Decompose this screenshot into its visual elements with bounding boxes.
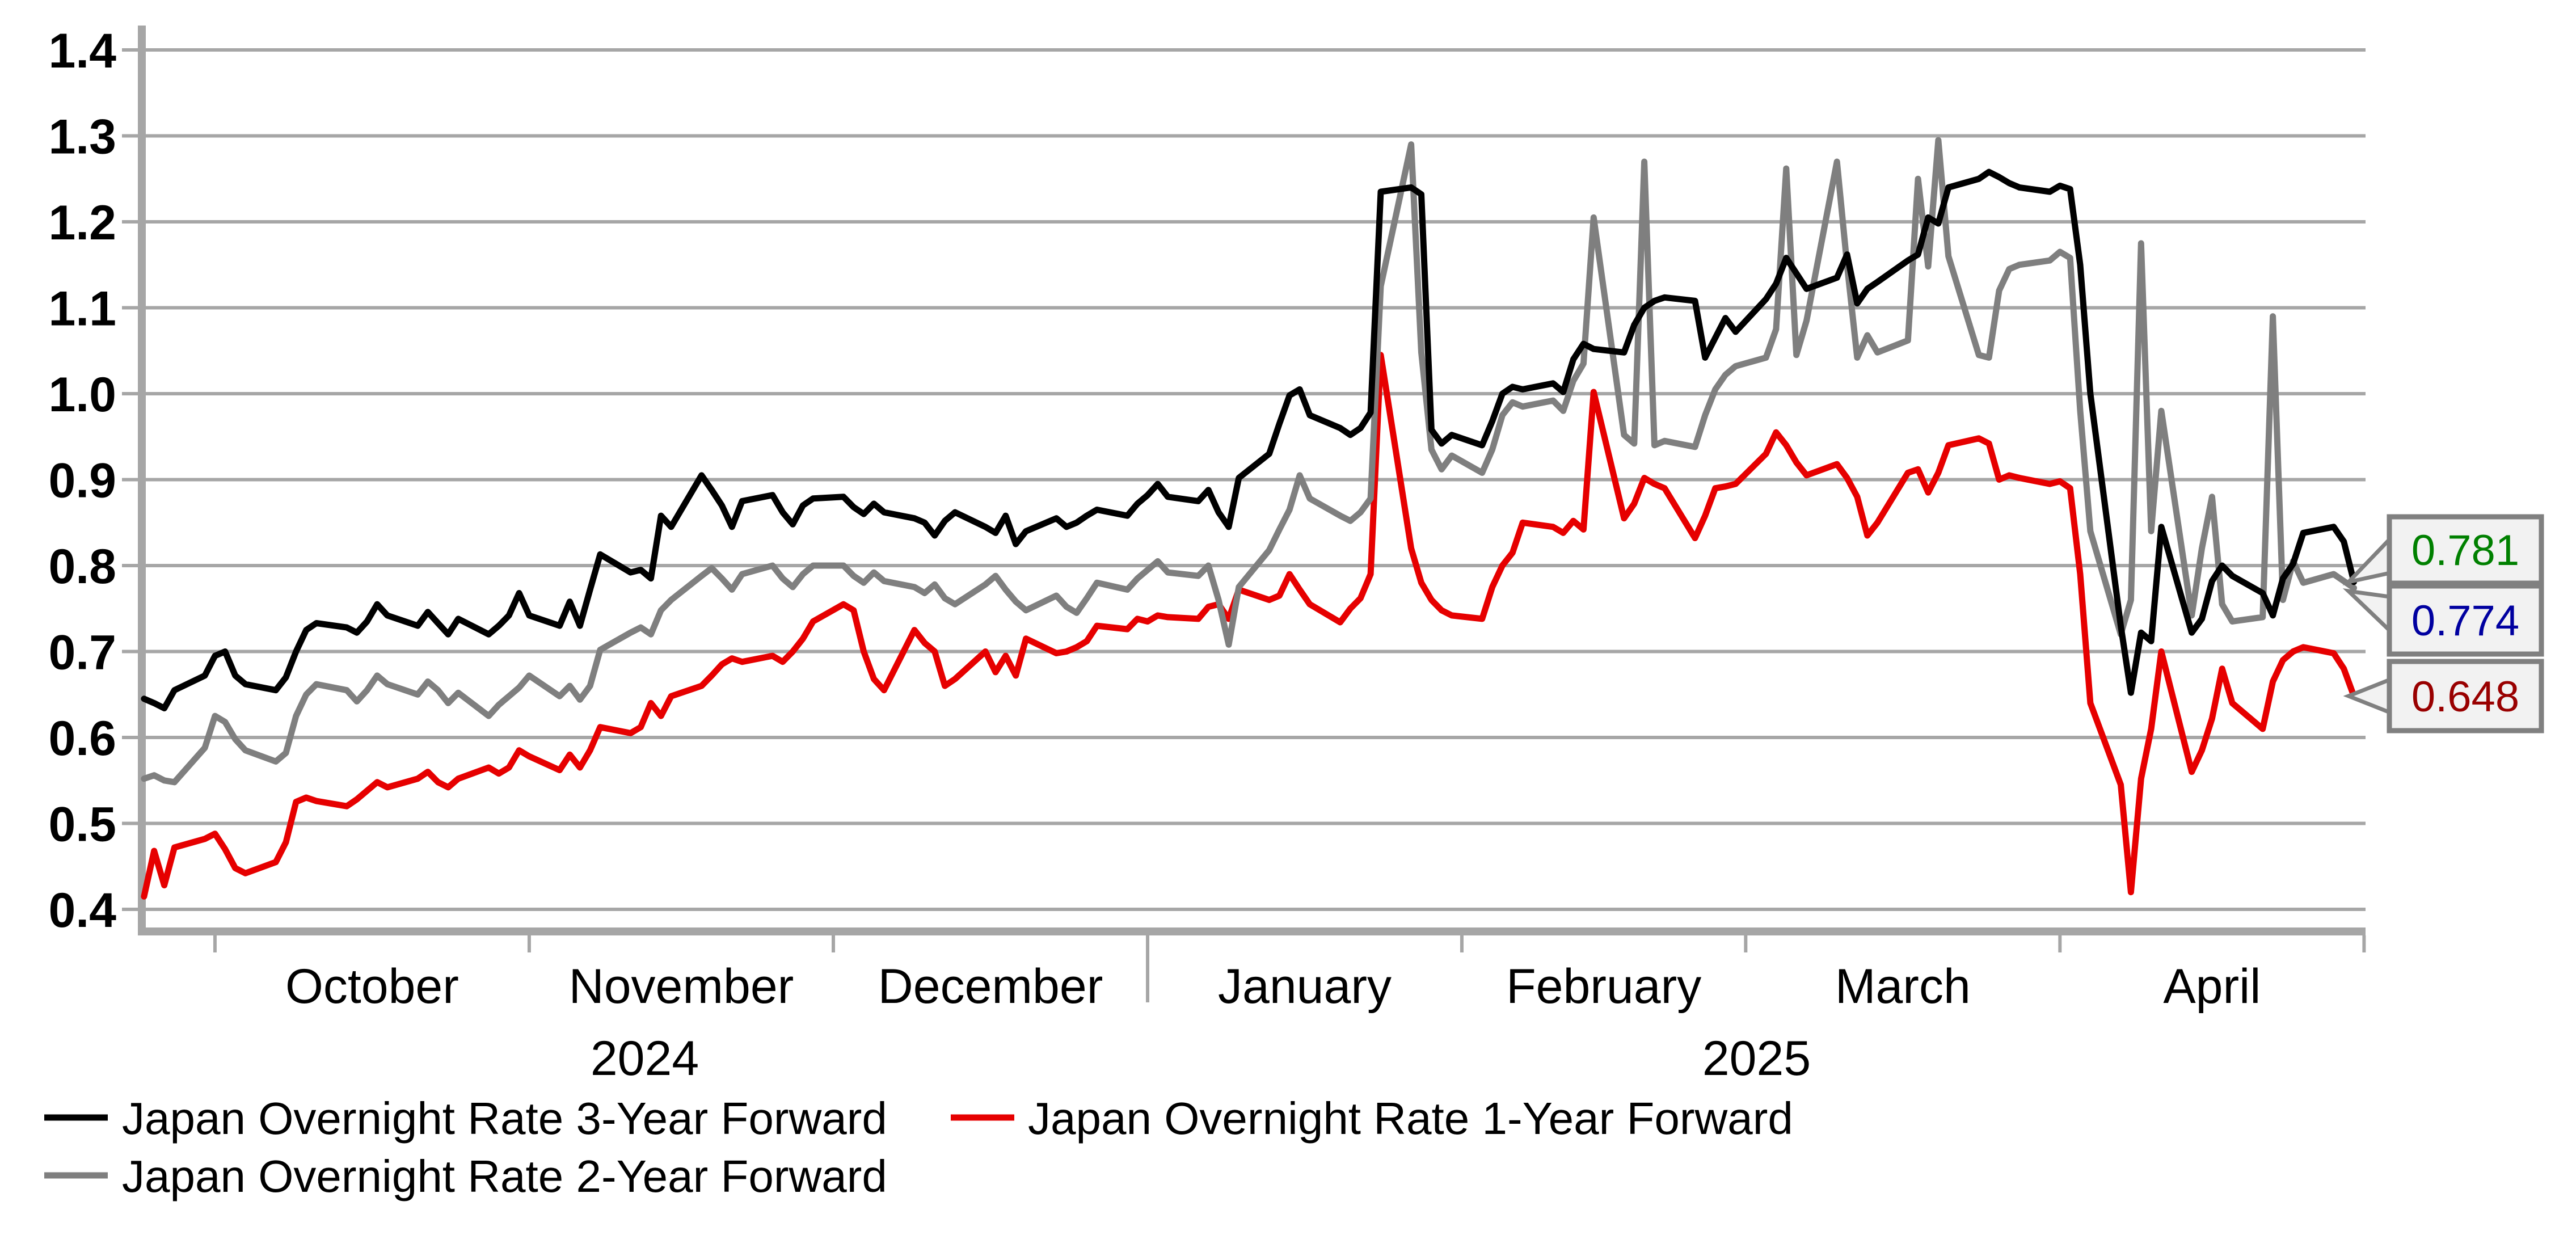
y-tick-label: 1.2	[48, 196, 116, 250]
y-tick-label: 1.3	[48, 110, 116, 165]
callout-pointer-1y	[2343, 676, 2392, 716]
y-tick-label: 1.0	[48, 368, 116, 422]
y-tick-label: 0.5	[48, 798, 116, 852]
callout-box-2y	[2387, 583, 2544, 657]
y-tick-label: 1.1	[48, 282, 116, 336]
plot-area: 1.4 1.3 1.2 1.1 1.0 0.9 0.8 0.7 0.6 0.5 0.4 October…	[48, 24, 2366, 1086]
end-value-2y: 0.774	[2411, 597, 2519, 645]
legend-item-1y: Japan Overnight Rate 1-Year Forward	[951, 1093, 1793, 1144]
callout-3y: 0.781	[2342, 514, 2544, 586]
series-line-3y	[141, 168, 2357, 711]
y-tick-label: 0.6	[48, 711, 116, 766]
y-axis-labels: 1.4 1.3 1.2 1.1 1.0 0.9 0.8 0.7 0.6 0.5 0.4	[48, 24, 116, 938]
callout-2y: 0.774	[2342, 583, 2544, 657]
month-label: March	[1835, 959, 1971, 1014]
x-axis-labels: October November December January February Ma…	[285, 959, 2261, 1086]
month-label: April	[2163, 959, 2261, 1014]
month-label: December	[878, 959, 1103, 1014]
callout-box-3y	[2387, 514, 2544, 586]
callout-box-1y	[2387, 659, 2544, 733]
y-tick-label: 0.4	[48, 883, 116, 938]
series-lines	[141, 137, 2357, 900]
end-value-1y: 0.648	[2411, 673, 2519, 721]
callout-1y: 0.648	[2343, 659, 2544, 733]
gridlines	[122, 48, 2366, 911]
y-tick-label: 0.9	[48, 454, 116, 508]
year-label-2025: 2025	[1702, 1031, 1811, 1086]
month-label: November	[569, 959, 794, 1014]
month-label: February	[1506, 959, 1701, 1014]
legend-label-3y: Japan Overnight Rate 3-Year Forward	[122, 1093, 887, 1144]
y-tick-label: 0.7	[48, 626, 116, 680]
legend-label-1y: Japan Overnight Rate 1-Year Forward	[1028, 1093, 1793, 1144]
callout-pointer-2y	[2342, 588, 2392, 636]
series-line-2y	[141, 137, 2357, 786]
x-axis-ticks	[213, 935, 2366, 1002]
callout-pointer-3y	[2342, 534, 2392, 585]
y-tick-label: 1.4	[48, 24, 116, 78]
month-label: January	[1218, 959, 1392, 1014]
y-tick-label: 0.8	[48, 539, 116, 594]
legend-item-2y: Japan Overnight Rate 2-Year Forward	[44, 1151, 887, 1201]
legend: Japan Overnight Rate 3-Year Forward Japa…	[44, 1093, 1793, 1201]
axes	[138, 26, 2366, 935]
month-label: October	[285, 959, 459, 1014]
legend-label-2y: Japan Overnight Rate 2-Year Forward	[122, 1151, 887, 1201]
legend-item-3y: Japan Overnight Rate 3-Year Forward	[44, 1093, 887, 1144]
end-value-3y: 0.781	[2411, 526, 2519, 575]
end-label-callouts: 0.781 0.774 0.648	[2342, 514, 2544, 733]
year-label-2024: 2024	[591, 1031, 699, 1086]
